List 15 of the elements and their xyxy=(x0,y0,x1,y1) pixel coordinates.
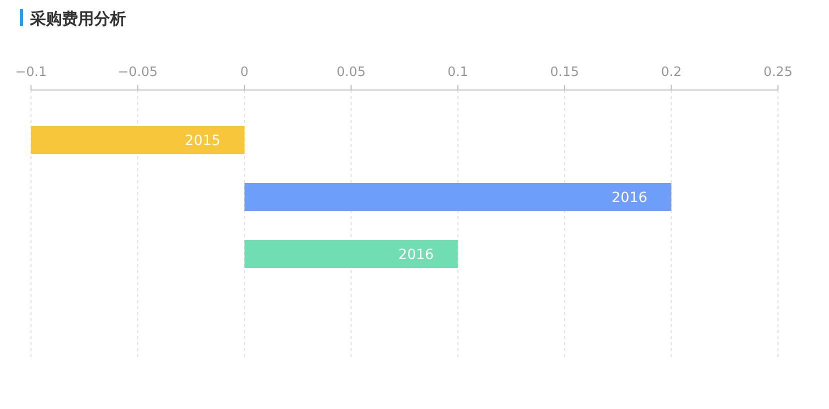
x-tick-label: −0.05 xyxy=(118,65,158,80)
x-tick-label: −0.1 xyxy=(15,65,47,80)
x-tick-label: 0.15 xyxy=(550,65,580,80)
bar xyxy=(31,126,244,154)
x-tick-label: 0.25 xyxy=(764,65,792,80)
x-tick-label: 0.2 xyxy=(660,65,682,80)
x-tick-label: 0 xyxy=(240,65,249,80)
bar xyxy=(244,183,672,211)
y-tick-label: 2016 xyxy=(398,247,434,263)
chart-title: 采购费用分析 xyxy=(29,9,126,28)
y-tick-label: 2015 xyxy=(184,133,220,149)
bar xyxy=(244,240,458,268)
x-tick-label: 0.1 xyxy=(448,65,468,80)
x-tick-label: 0.05 xyxy=(336,65,366,80)
y-tick-label: 2016 xyxy=(612,190,648,206)
